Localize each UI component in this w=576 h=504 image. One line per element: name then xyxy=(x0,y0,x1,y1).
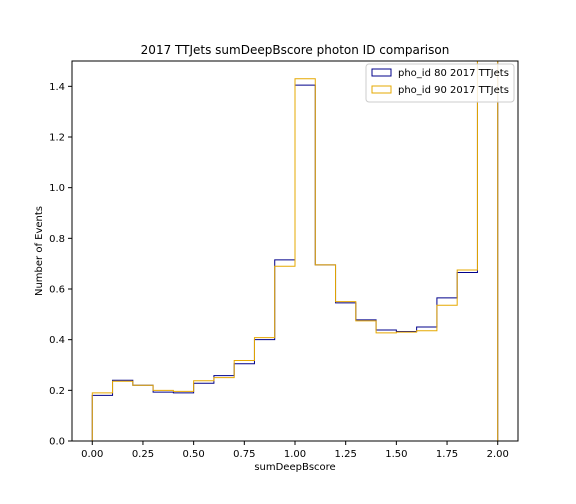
x-tick-label: 0.50 xyxy=(183,449,205,460)
y-tick-label: 0.8 xyxy=(49,234,65,245)
x-tick-label: 0.00 xyxy=(81,449,103,460)
x-tick-label: 2.00 xyxy=(487,449,509,460)
y-tick-label: 0.2 xyxy=(49,386,65,397)
x-tick-label: 1.50 xyxy=(385,449,407,460)
y-tick-label: 0.0 xyxy=(49,437,65,448)
y-axis-label: Number of Events xyxy=(34,206,45,296)
x-tick-label: 1.75 xyxy=(436,449,458,460)
y-tick-label: 1.0 xyxy=(49,183,65,194)
legend-swatch-1 xyxy=(371,68,392,77)
x-tick-label: 1.25 xyxy=(335,449,357,460)
chart-title: 2017 TTJets sumDeepBscore photon ID comp… xyxy=(141,43,450,57)
x-tick-label: 0.25 xyxy=(132,449,154,460)
series-layer xyxy=(91,61,499,441)
legend-box xyxy=(365,63,515,103)
legend-swatch-2 xyxy=(371,85,392,94)
legend-label-1: pho_id 80 2017 TTJets xyxy=(398,68,509,79)
x-axis-label: sumDeepBscore xyxy=(254,462,335,473)
y-tick-label: 1.2 xyxy=(49,133,65,144)
legend: pho_id 80 2017 TTJets pho_id 90 2017 TTJe… xyxy=(365,63,515,103)
y-tick-label: 0.4 xyxy=(49,335,65,346)
x-axis: 0.00 0.25 0.50 0.75 1.00 1.25 1.50 1.75 2.00 xyxy=(81,441,509,460)
x-tick-label: 0.75 xyxy=(233,449,255,460)
x-tick-label: 1.00 xyxy=(284,449,306,460)
y-tick-label: 1.4 xyxy=(49,82,65,93)
y-axis: 0.0 0.2 0.4 0.6 0.8 1.0 1.2 1.4 xyxy=(49,82,72,448)
legend-label-2: pho_id 90 2017 TTJets xyxy=(398,85,509,96)
y-tick-label: 0.6 xyxy=(49,285,65,296)
series-step-line-2 xyxy=(91,61,499,441)
